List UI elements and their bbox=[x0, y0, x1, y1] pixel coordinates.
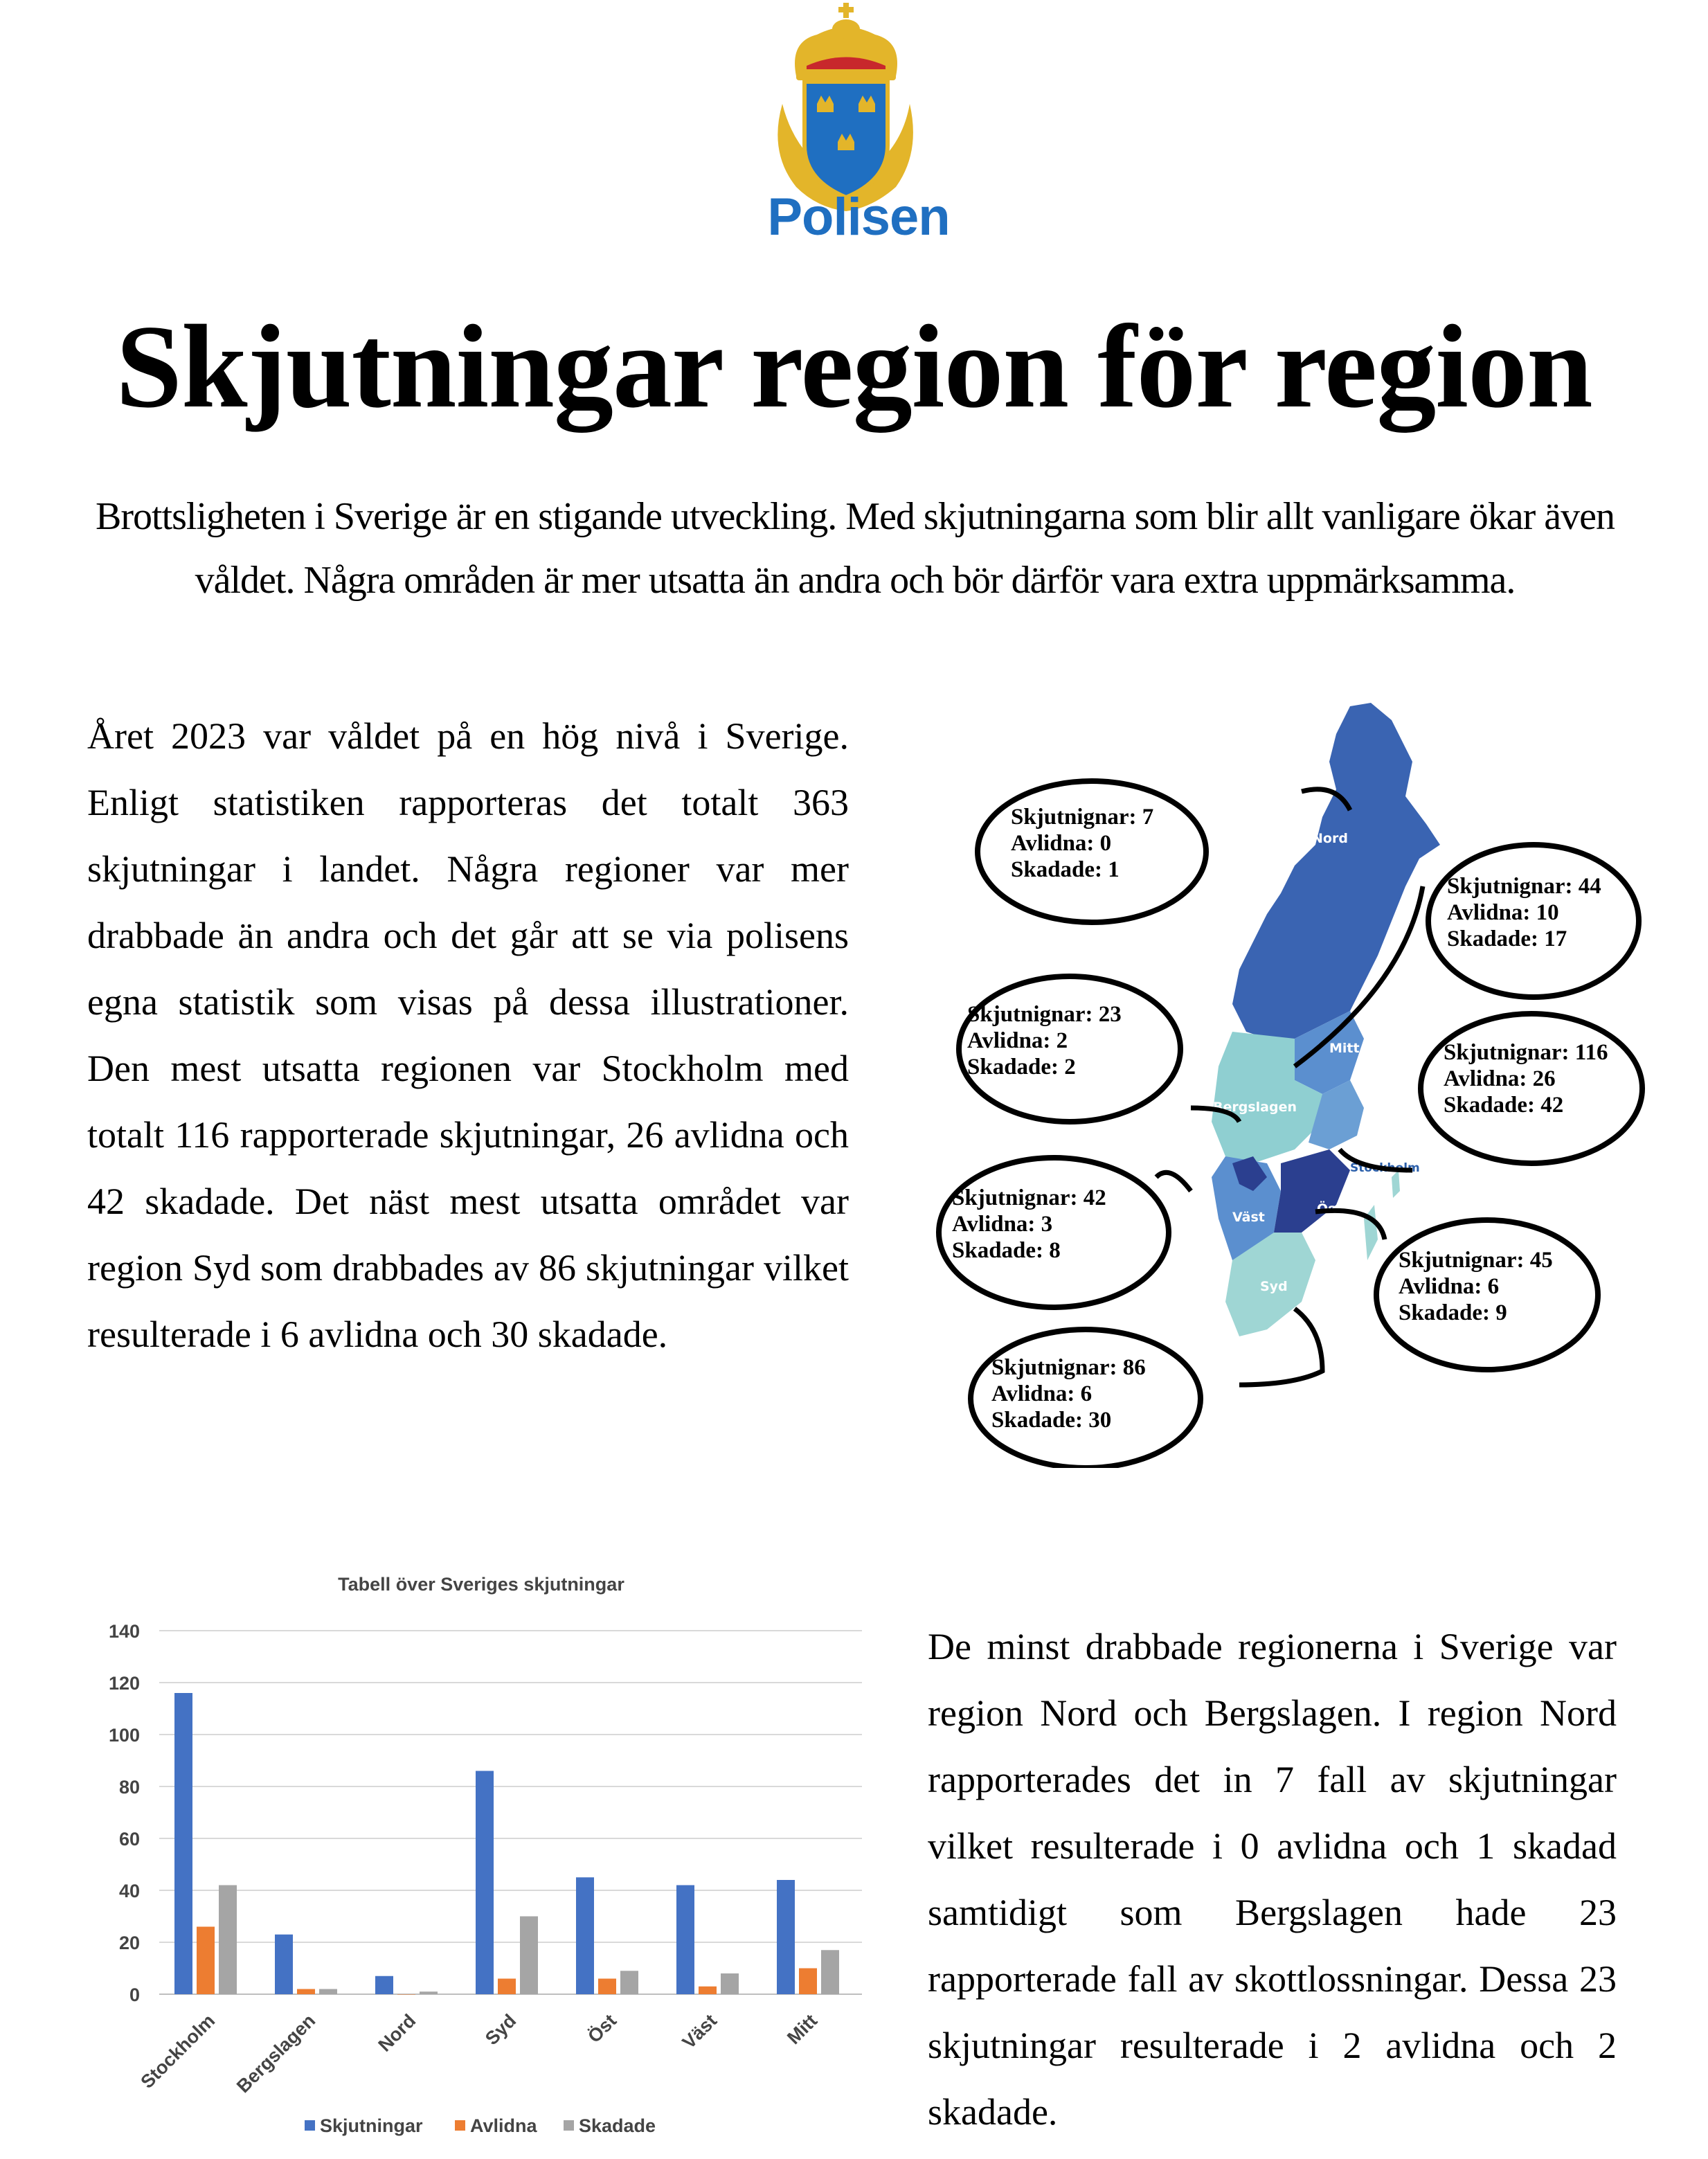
svg-text:Skadade: 8: Skadade: 8 bbox=[952, 1238, 1061, 1263]
bar-skjutningar-5 bbox=[676, 1885, 694, 1994]
svg-text:Skadade: 1: Skadade: 1 bbox=[1011, 857, 1120, 882]
bar-avlidna-3 bbox=[498, 1978, 516, 1994]
x-axis-ticks: Stockholm Bergslagen Nord Syd Öst Väst Mitt bbox=[136, 2010, 821, 2097]
svg-text:Avlidna: 2: Avlidna: 2 bbox=[967, 1028, 1068, 1053]
legend-swatch bbox=[305, 2120, 315, 2131]
bubble-nord: Skjutnignar: 7 Avlidna: 0 Skadade: 1 bbox=[975, 778, 1209, 925]
x-tick-label: Öst bbox=[584, 2010, 620, 2047]
intro-text: Brottsligheten i Sverige är en stigande … bbox=[96, 495, 1615, 602]
x-tick-label: Mitt bbox=[783, 2010, 821, 2048]
bar-skadade-5 bbox=[721, 1973, 739, 1994]
map-region-stockholm bbox=[1309, 1080, 1364, 1149]
svg-text:Skjutnignar: 42: Skjutnignar: 42 bbox=[952, 1185, 1106, 1210]
page-title: Skjutningar region för region bbox=[116, 301, 1592, 433]
svg-text:Skjutnignar: 23: Skjutnignar: 23 bbox=[967, 1002, 1122, 1027]
svg-text:Skadade: 17: Skadade: 17 bbox=[1447, 926, 1567, 951]
bar-chart: Tabell över Sveriges skjutningar 0 20 40 60… bbox=[109, 1574, 862, 2136]
svg-text:Avlidna: 10: Avlidna: 10 bbox=[1447, 900, 1559, 925]
x-tick-label: Nord bbox=[374, 2010, 420, 2056]
map-label-vast: Väst bbox=[1232, 1210, 1265, 1225]
crown-icon bbox=[795, 3, 897, 80]
legend-label: Avlidna bbox=[470, 2115, 538, 2136]
map-label-syd: Syd bbox=[1260, 1279, 1288, 1294]
map-label-bergslagen: Bergslagen bbox=[1213, 1100, 1297, 1115]
x-tick-label: Bergslagen bbox=[233, 2010, 319, 2097]
y-tick-label: 20 bbox=[119, 1933, 140, 1953]
x-tick-label: Syd bbox=[481, 2010, 520, 2049]
bubble-syd: Skjutnignar: 86 Avlidna: 6 Skadade: 30 bbox=[968, 1327, 1203, 1468]
bar-avlidna-2 bbox=[397, 1994, 415, 1995]
svg-text:Skadade: 9: Skadade: 9 bbox=[1399, 1300, 1507, 1325]
three-crowns-icon bbox=[817, 96, 875, 150]
svg-text:Skjutnignar: 86: Skjutnignar: 86 bbox=[991, 1355, 1146, 1380]
legend-label: Skadade bbox=[579, 2115, 656, 2136]
bar-skadade-2 bbox=[420, 1991, 438, 1994]
y-tick-label: 140 bbox=[109, 1621, 140, 1642]
svg-text:Avlidna: 6: Avlidna: 6 bbox=[1399, 1274, 1499, 1299]
svg-text:Skjutnignar: 116: Skjutnignar: 116 bbox=[1444, 1040, 1608, 1065]
svg-text:Avlidna: 6: Avlidna: 6 bbox=[991, 1381, 1092, 1406]
bar-avlidna-1 bbox=[297, 1989, 315, 1994]
svg-text:Skadade: 2: Skadade: 2 bbox=[967, 1055, 1076, 1080]
svg-text:Avlidna: 3: Avlidna: 3 bbox=[952, 1212, 1052, 1237]
bubble-bergslagen: Skjutnignar: 23 Avlidna: 2 Skadade: 2 bbox=[956, 974, 1183, 1125]
svg-text:Skadade: 30: Skadade: 30 bbox=[991, 1408, 1111, 1433]
svg-text:Avlidna: 26: Avlidna: 26 bbox=[1444, 1066, 1556, 1091]
bar-skadade-1 bbox=[319, 1989, 337, 1994]
legend-swatch bbox=[564, 2120, 574, 2131]
y-axis-ticks: 0 20 40 60 80 100 120 140 bbox=[109, 1621, 140, 2005]
body-paragraph-2: De minst drabbade regionerna i Sverige v… bbox=[928, 1626, 1617, 2133]
bubble-vast: Skjutnignar: 42 Avlidna: 3 Skadade: 8 bbox=[936, 1155, 1171, 1310]
bar-avlidna-6 bbox=[799, 1968, 817, 1994]
svg-text:Skjutnignar: 45: Skjutnignar: 45 bbox=[1399, 1248, 1553, 1273]
bubble-stockholm: Skjutnignar: 116 Avlidna: 26 Skadade: 42 bbox=[1418, 1011, 1645, 1166]
y-tick-label: 40 bbox=[119, 1881, 140, 1901]
chart-legend: Skjutningar Avlidna Skadade bbox=[305, 2115, 656, 2136]
map-region-nord bbox=[1232, 703, 1440, 1039]
y-tick-label: 100 bbox=[109, 1725, 140, 1746]
map-region-ost bbox=[1274, 1149, 1350, 1233]
bubble-ost: Skjutnignar: 45 Avlidna: 6 Skadade: 9 bbox=[1374, 1217, 1601, 1372]
chart-title: Tabell över Sveriges skjutningar bbox=[338, 1574, 624, 1595]
chart-bars bbox=[174, 1693, 839, 1995]
svg-text:Avlidna: 0: Avlidna: 0 bbox=[1011, 831, 1111, 856]
shield-icon bbox=[802, 80, 890, 200]
body-paragraph-1: Året 2023 var våldet på en hög nivå i Sv… bbox=[87, 715, 849, 1355]
x-tick-label: Väst bbox=[678, 2010, 721, 2053]
legend-swatch bbox=[455, 2120, 465, 2131]
bar-skadade-3 bbox=[520, 1916, 538, 1994]
svg-text:Skjutnignar: 44: Skjutnignar: 44 bbox=[1447, 874, 1601, 899]
y-tick-label: 80 bbox=[119, 1777, 140, 1798]
map-region-mitt bbox=[1295, 1011, 1364, 1094]
bar-skadade-6 bbox=[821, 1950, 839, 1994]
sweden-region-map: Nord Mitt Bergslagen Öst Väst Syd Stockh… bbox=[936, 703, 1645, 1468]
y-tick-label: 0 bbox=[129, 1985, 140, 2005]
y-tick-label: 120 bbox=[109, 1673, 140, 1694]
svg-text:Skjutnignar: 7: Skjutnignar: 7 bbox=[1011, 805, 1153, 830]
legend-label: Skjutningar bbox=[320, 2115, 423, 2136]
bubble-mitt: Skjutnignar: 44 Avlidna: 10 Skadade: 17 bbox=[1426, 842, 1642, 1000]
bar-skjutningar-3 bbox=[476, 1771, 494, 1994]
bar-avlidna-0 bbox=[197, 1926, 215, 1994]
y-tick-label: 60 bbox=[119, 1829, 140, 1849]
map-label-mitt: Mitt bbox=[1329, 1041, 1360, 1056]
bar-skjutningar-6 bbox=[777, 1880, 795, 1994]
map-label-nord: Nord bbox=[1312, 831, 1348, 846]
connector-lines bbox=[1086, 787, 1426, 1388]
logo-wordmark: Polisen bbox=[767, 188, 950, 247]
bar-skjutningar-1 bbox=[275, 1934, 293, 1994]
bar-skjutningar-4 bbox=[576, 1877, 594, 1994]
bar-avlidna-4 bbox=[598, 1978, 616, 1994]
svg-text:Skadade: 42: Skadade: 42 bbox=[1444, 1093, 1563, 1118]
bar-skjutningar-0 bbox=[174, 1693, 192, 1994]
chart-gridlines bbox=[159, 1630, 862, 1995]
bar-avlidna-5 bbox=[699, 1986, 717, 1994]
bar-skadade-0 bbox=[219, 1885, 237, 1994]
bar-skjutningar-2 bbox=[375, 1976, 393, 1994]
x-tick-label: Stockholm bbox=[136, 2010, 219, 2093]
bar-skadade-4 bbox=[620, 1971, 638, 1994]
map-region-syd bbox=[1225, 1233, 1315, 1336]
polisen-emblem bbox=[777, 3, 913, 211]
